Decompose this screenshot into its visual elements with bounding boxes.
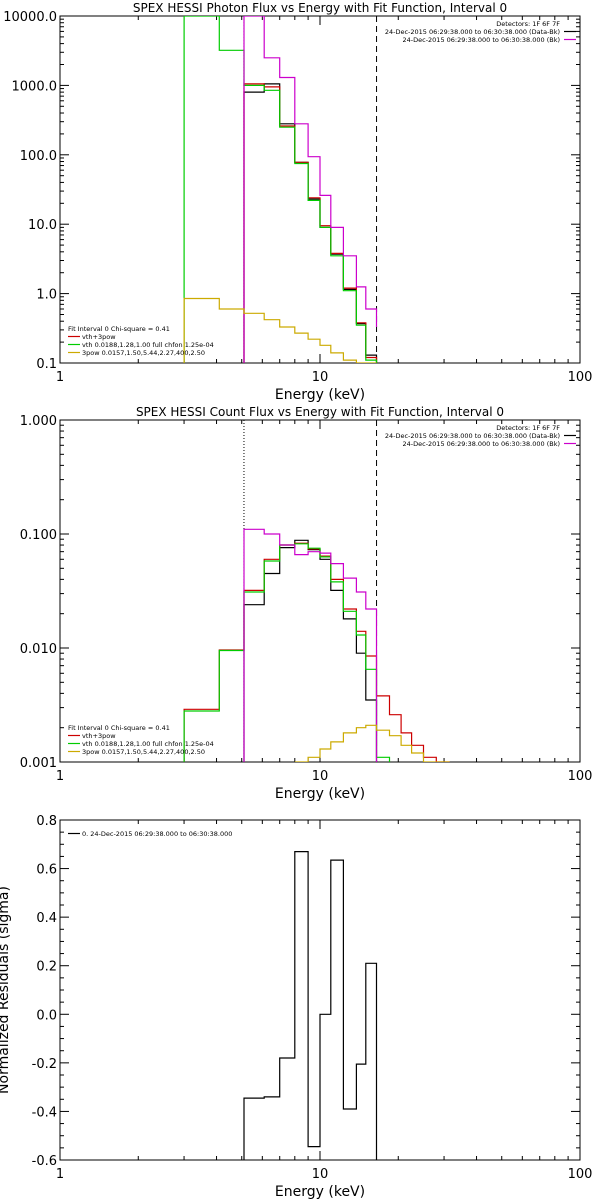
legend-right-entry: 24-Dec-2015 06:29:38.000 to 06:30:38.000… <box>385 28 560 36</box>
chart-0: SPEX HESSI Photon Flux vs Energy with Fi… <box>3 1 592 403</box>
legend-right-entry: 24-Dec-2015 06:29:38.000 to 06:30:38.000… <box>403 36 561 44</box>
x-tick-label: 10 <box>312 769 329 784</box>
y-tick-label: -0.2 <box>32 1057 57 1072</box>
chart-title: SPEX HESSI Photon Flux vs Energy with Fi… <box>133 1 507 15</box>
series-step-1 <box>183 542 450 762</box>
y-tick-label: 0.010 <box>20 642 57 657</box>
y-tick-label: -0.4 <box>32 1105 57 1120</box>
series-step-0 <box>243 851 378 1160</box>
chart-2: 1 10 100 Energy (keV) -0.6 -0.4 -0.2 0.0 0.2 0.4 0… <box>0 814 592 1200</box>
y-tick-label: 0.8 <box>36 814 57 829</box>
legend-right-entry: 24-Dec-2015 06:29:38.000 to 06:30:38.000… <box>403 440 561 448</box>
y-tick-label: 0.2 <box>36 960 57 975</box>
chart-title: SPEX HESSI Count Flux vs Energy with Fit… <box>136 405 504 419</box>
x-tick-label: 10 <box>312 370 329 385</box>
legend-left-entry: 3pow 0.0157,1.50,5.44,2.27,400,2.50 <box>82 748 205 756</box>
plot-frame <box>59 419 581 763</box>
legend-left-entry: 0. 24-Dec-2015 06:29:38.000 to 06:30:38.… <box>82 830 232 838</box>
legend-right-entry: Detectors: 1F 6F 7F <box>496 424 560 432</box>
legend-left-entry: Fit Interval 0 Chi-square = 0.41 <box>68 724 170 732</box>
x-axis-label: Energy (keV) <box>275 786 365 802</box>
legend-left-entry: vth+3pow <box>82 333 116 341</box>
y-tick-label: 10.0 <box>28 218 57 233</box>
x-axis-label: Energy (keV) <box>275 1184 365 1200</box>
series-step-3 <box>243 16 378 363</box>
x-tick-label: 10 <box>312 1167 329 1182</box>
legend-left-entry: vth 0.0188,1.28,1.00 full chfon 1.25e-04 <box>82 341 214 349</box>
y-tick-label: 0.1 <box>36 357 57 372</box>
y-tick-label: 0.4 <box>36 911 57 926</box>
legend-right-entry: 24-Dec-2015 06:29:38.000 to 06:30:38.000… <box>385 432 560 440</box>
y-tick-label: 0.6 <box>36 863 57 878</box>
x-tick-label: 100 <box>568 769 593 784</box>
legend-right-entry: Detectors: 1F 6F 7F <box>496 20 560 28</box>
y-tick-label: 10000.0 <box>3 10 57 25</box>
x-tick-label: 1 <box>56 1167 64 1182</box>
y-tick-label: 0.0 <box>36 1008 57 1023</box>
x-tick-label: 1 <box>56 769 64 784</box>
legend-left-entry: 3pow 0.0157,1.50,5.44,2.27,400,2.50 <box>82 349 205 357</box>
y-tick-label: 0.001 <box>20 756 57 771</box>
legend-left-entry: vth 0.0188,1.28,1.00 full chfon 1.25e-04 <box>82 740 214 748</box>
y-tick-label: 100.0 <box>20 149 57 164</box>
series-step-4 <box>183 297 377 363</box>
x-tick-label: 100 <box>568 1167 593 1182</box>
chart-1: SPEX HESSI Count Flux vs Energy with Fit… <box>20 405 593 802</box>
series-step-4 <box>294 724 450 762</box>
x-tick-label: 1 <box>56 370 64 385</box>
y-tick-label: 1000.0 <box>12 79 58 94</box>
legend-left-entry: vth+3pow <box>82 732 116 740</box>
y-tick-label: 0.100 <box>20 528 57 543</box>
legend-left-entry: Fit Interval 0 Chi-square = 0.41 <box>68 325 170 333</box>
y-tick-label: -0.6 <box>32 1154 57 1169</box>
x-axis-label: Energy (keV) <box>275 387 365 403</box>
y-axis-label: Normalized Residuals (sigma) <box>0 886 12 1094</box>
series-step-3 <box>243 528 378 762</box>
y-tick-label: 1.000 <box>20 414 57 429</box>
x-tick-label: 100 <box>568 370 593 385</box>
y-tick-label: 1.0 <box>36 288 57 303</box>
